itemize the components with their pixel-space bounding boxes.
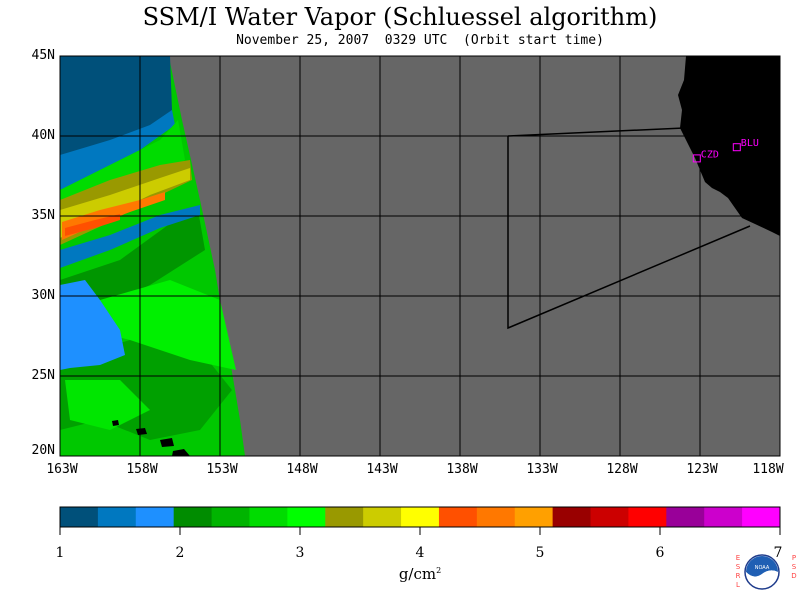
colorbar-swatch xyxy=(173,507,213,527)
colorbar-swatch xyxy=(363,507,402,527)
colorbar-swatch xyxy=(60,507,99,527)
colorbar-swatch xyxy=(401,507,440,527)
colorbar-swatch xyxy=(438,507,478,527)
colorbar-swatch xyxy=(97,507,137,527)
colorbar-swatch xyxy=(628,507,667,527)
colorbar-swatch xyxy=(211,507,250,527)
study-domain-top xyxy=(507,127,685,137)
swath-bright-green-2 xyxy=(65,380,150,430)
blue-moist-pocket xyxy=(60,280,125,370)
data-layer xyxy=(60,56,780,456)
colorbar-swatch xyxy=(552,507,592,527)
swath-bright-green xyxy=(90,280,236,370)
lon-label-133w: 133W xyxy=(526,462,558,477)
lat-label-35n: 35N xyxy=(31,208,55,223)
land-north-america xyxy=(678,56,780,236)
lon-label-123w: 123W xyxy=(686,462,718,477)
lon-label-153w: 153W xyxy=(206,462,238,477)
study-domain-outline xyxy=(507,136,751,330)
lon-label-128w: 128W xyxy=(606,462,638,477)
station-marker-czd xyxy=(692,154,701,163)
hawaii-island-maui xyxy=(160,438,174,447)
lat-label-40n: 40N xyxy=(31,128,55,143)
blue-band-south xyxy=(60,205,200,268)
hawaii-island-oahu xyxy=(136,428,147,435)
lat-label-30n: 30N xyxy=(31,288,55,303)
colorbar-swatch xyxy=(135,507,175,527)
lon-label-143w: 143W xyxy=(366,462,398,477)
lat-label-45n: 45N xyxy=(31,48,55,63)
station-label-czd: CZD xyxy=(701,149,719,160)
lon-label-138w: 138W xyxy=(446,462,478,477)
colorbar-unit: g/cm2 xyxy=(398,565,442,583)
lat-label-20n: 20N xyxy=(31,443,55,458)
lat-label-25n: 25N xyxy=(31,368,55,383)
colorbar-swatch xyxy=(325,507,364,527)
dry-region xyxy=(60,56,172,175)
station-label-blu: BLU xyxy=(741,138,759,149)
colorbar-swatch xyxy=(287,507,326,527)
colorbar-swatch xyxy=(742,507,781,527)
chart-title: SSM/I Water Vapor (Schluessel algorithm) xyxy=(142,3,658,31)
noaa-logo-water xyxy=(746,570,778,588)
colorbar-swatch xyxy=(476,507,516,527)
logo-center-text: NOAA xyxy=(755,565,770,571)
hawaii-island-kauai xyxy=(112,420,119,426)
lon-label-158w: 158W xyxy=(126,462,158,477)
colorbar-swatch xyxy=(590,507,629,527)
noaa-logo-sky xyxy=(746,556,778,577)
colorbar-swatch xyxy=(666,507,705,527)
colorbar-label-4: 4 xyxy=(415,545,425,561)
colorbar-label-5: 5 xyxy=(535,545,545,561)
colorbar-label-3: 3 xyxy=(295,545,305,561)
lon-label-148w: 148W xyxy=(286,462,318,477)
colorbar-label-6: 6 xyxy=(655,545,665,561)
colorbar-label-7: 7 xyxy=(773,545,783,561)
colorbar-label-2: 2 xyxy=(175,545,185,561)
lon-label-118w: 118W xyxy=(752,462,784,477)
river-core xyxy=(65,214,120,236)
map-frame xyxy=(59,55,781,457)
dry-region-edge xyxy=(60,110,175,190)
lat-lon-grid xyxy=(60,56,780,456)
colorbar-swatch xyxy=(514,507,554,527)
hawaii-island-big xyxy=(172,449,190,456)
colorbar-swatch xyxy=(249,507,288,527)
stations-layer: CZD BLU xyxy=(692,138,759,163)
station-marker-blu xyxy=(732,143,741,152)
colorbar xyxy=(59,506,781,535)
chart-subtitle: November 25, 2007 0329 UTC (Orbit start … xyxy=(236,33,604,48)
colorbar-label-1: 1 xyxy=(55,545,65,561)
colorbar-swatch xyxy=(704,507,743,527)
lon-label-163w: 163W xyxy=(46,462,78,477)
